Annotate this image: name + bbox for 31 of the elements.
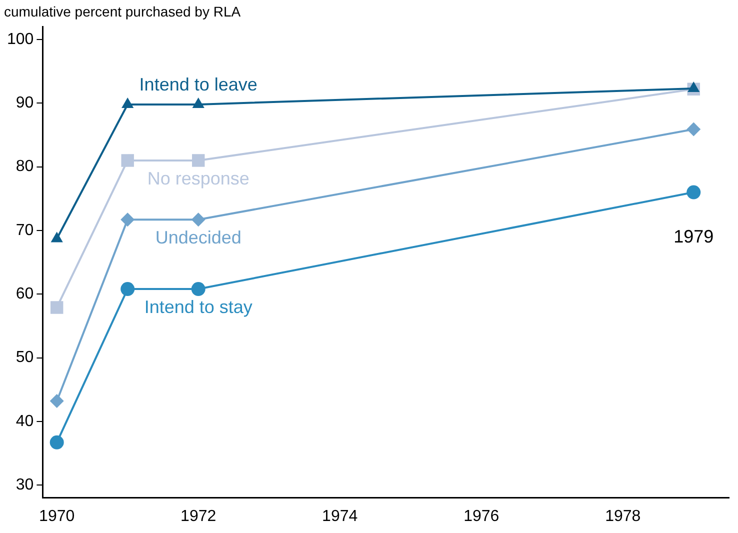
- x-tick-label: 1978: [605, 508, 641, 525]
- y-tick-label: 60: [16, 286, 34, 303]
- x-tick-label: 1974: [322, 508, 358, 525]
- y-tick-label: 50: [16, 349, 34, 366]
- point: [686, 122, 701, 136]
- point: [686, 185, 701, 200]
- y-tick-label: 80: [16, 158, 34, 176]
- annotation: 1979: [674, 226, 714, 246]
- y-tick-label: 40: [16, 412, 34, 430]
- point: [191, 212, 206, 227]
- series-label: Intend to leave: [139, 74, 258, 94]
- point: [192, 154, 205, 167]
- y-tick-label: 90: [16, 94, 34, 112]
- series-label: Intend to stay: [144, 297, 252, 317]
- x-tick-label: 1970: [39, 508, 75, 525]
- point: [50, 301, 64, 314]
- point: [121, 154, 134, 167]
- point: [50, 394, 64, 408]
- x-tick-label: 1972: [180, 508, 216, 525]
- y-tick-label: 30: [16, 476, 34, 494]
- x-tick-label: 1976: [464, 508, 500, 525]
- point: [120, 212, 135, 227]
- y-tick-label: 100: [6, 30, 34, 48]
- chart-title: cumulative percent purchased by RLA: [4, 3, 242, 20]
- series-label: Undecided: [155, 228, 242, 248]
- point: [120, 282, 135, 296]
- y-tick-label: 70: [16, 222, 34, 239]
- point: [688, 82, 700, 92]
- series-label: No response: [147, 168, 250, 188]
- point: [50, 435, 64, 450]
- point: [191, 282, 206, 296]
